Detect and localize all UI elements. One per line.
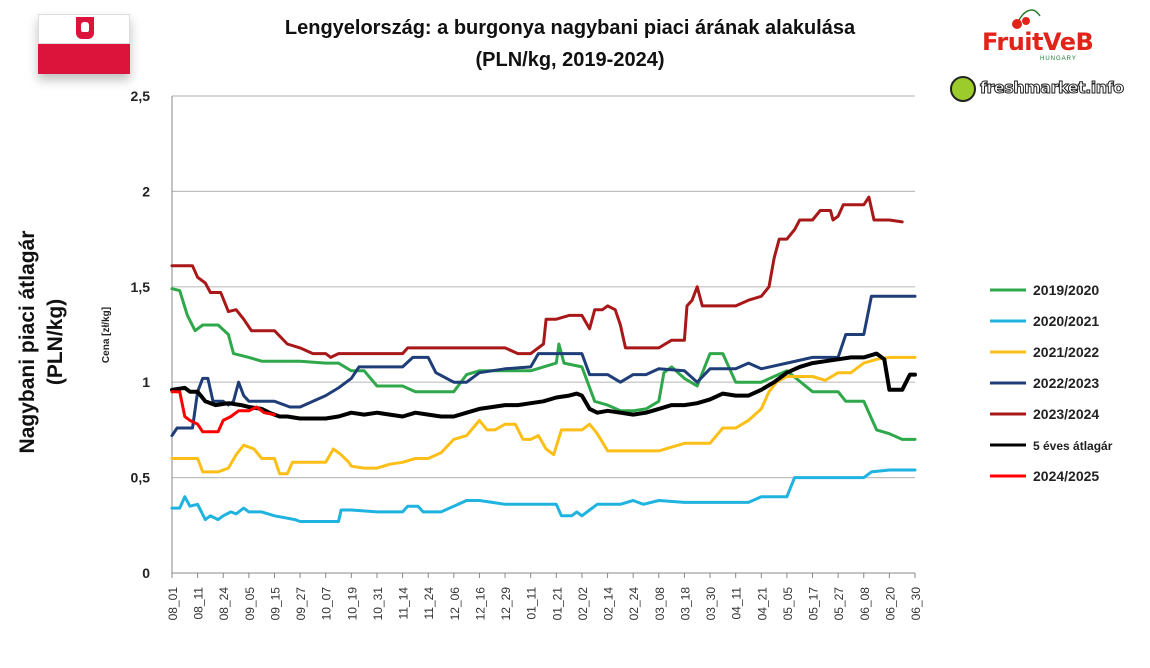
legend-label: 2024/2025 [1033, 468, 1099, 484]
x-tick-label: 06_30 [909, 587, 923, 621]
y-tick-label: 1,5 [131, 279, 151, 295]
x-tick-label: 02_02 [576, 587, 590, 621]
poland-flag [38, 14, 130, 74]
chart-title-line-2: (PLN/kg, 2019-2024) [475, 49, 665, 71]
x-tick-label: 06_20 [883, 587, 897, 621]
series-line [170, 355, 917, 476]
y-axis-label: Cena [zł/kg] [101, 307, 112, 363]
x-tick-label: 10_31 [371, 587, 385, 621]
y-tick-label: 2,5 [131, 88, 151, 104]
x-tick-label: 05_27 [832, 587, 846, 621]
x-tick-label: 01_11 [525, 587, 539, 620]
x-tick-label: 01_21 [550, 587, 564, 621]
x-tick-label: 12_29 [499, 587, 513, 621]
x-tick-label: 10_07 [320, 587, 334, 621]
x-tick-label: 09_15 [268, 587, 282, 621]
fruitveb-logo: FruitVeB [982, 28, 1094, 56]
series-line [170, 351, 917, 421]
x-tick-label: 09_27 [294, 587, 308, 621]
x-tick-label: 06_08 [858, 587, 872, 621]
x-tick-label: 02_24 [627, 587, 641, 621]
x-tick-label: 08_01 [166, 587, 180, 621]
y-tick-label: 1 [142, 374, 150, 390]
x-tick-label: 02_14 [602, 587, 616, 621]
x-tick-label: 12_16 [473, 587, 487, 621]
series-line [170, 287, 917, 441]
eagle-emblem-icon [76, 17, 94, 39]
x-tick-label: 05_17 [807, 587, 821, 621]
x-tick-label: 09_05 [243, 587, 257, 621]
legend-label: 2020/2021 [1033, 313, 1099, 329]
series-line [170, 195, 904, 359]
series-line [170, 390, 276, 434]
y-tick-label: 0 [142, 565, 150, 581]
legend-label: 5 éves átlagár [1033, 439, 1113, 453]
x-tick-label: 08_24 [217, 587, 231, 621]
x-tick-label: 11_24 [422, 587, 436, 620]
y-tick-label: 2 [142, 183, 150, 199]
series-line [170, 468, 917, 523]
x-tick-label: 03_18 [678, 587, 692, 621]
x-tick-label: 04_11 [730, 587, 744, 620]
freshmarket-icon [950, 76, 976, 102]
legend-label: 2022/2023 [1033, 375, 1099, 391]
x-tick-label: 03_08 [653, 587, 667, 621]
freshmarket-logo-text: freshmarket.info [980, 78, 1125, 98]
legend-label: 2023/2024 [1033, 406, 1099, 422]
chart-title-line-1: Lengyelország: a burgonya nagybani piaci… [284, 17, 856, 39]
x-tick-label: 08_11 [192, 587, 206, 620]
legend-label: 2021/2022 [1033, 344, 1099, 360]
x-tick-label: 11_14 [397, 587, 411, 620]
fruitveb-logo-subtitle: HUNGARY [1040, 56, 1077, 62]
x-tick-label: 03_30 [704, 587, 718, 621]
cherries-icon [1012, 9, 1041, 29]
x-tick-label: 05_05 [781, 587, 795, 621]
x-tick-label: 12_06 [448, 587, 462, 621]
y-tick-label: 0,5 [131, 470, 151, 486]
legend-label: 2019/2020 [1033, 282, 1099, 298]
x-tick-label: 04_21 [755, 587, 769, 621]
x-tick-label: 10_19 [345, 587, 359, 621]
